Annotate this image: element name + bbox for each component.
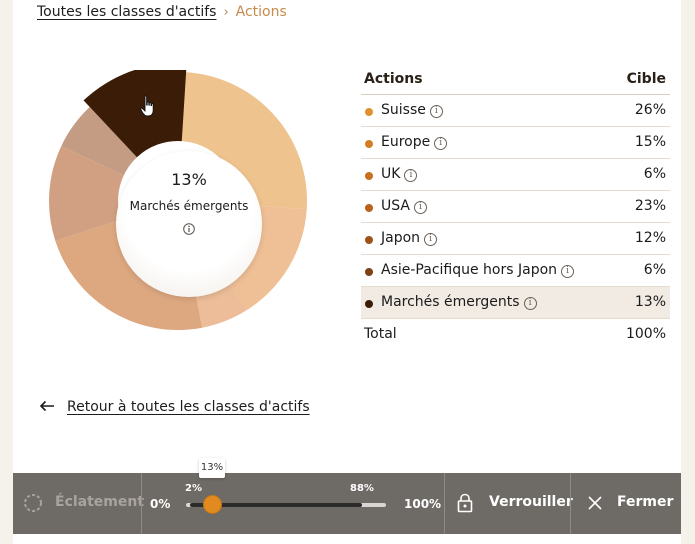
close-label: Fermer [617,494,674,510]
row-value: 6% [643,166,666,182]
row-label-text: USA [381,198,410,214]
row-label-text: Europe [381,134,431,150]
lock-label: Verrouiller [489,494,573,510]
slider-thumb[interactable] [203,496,221,513]
info-icon[interactable]: i [434,137,448,150]
breadcrumb-parent-link[interactable]: Toutes les classes d'actifs [37,4,217,20]
back-arrow-icon [39,396,57,415]
row-label: Marchés émergents i [381,294,537,310]
row-label-text: Suisse [381,102,426,118]
info-icon[interactable]: i [429,105,443,118]
table-row[interactable]: Europe i 15% [361,127,670,159]
legend-dot [365,172,373,180]
slider-allowed-range [190,503,362,507]
legend-dot [365,108,373,116]
breadcrumb: Toutes les classes d'actifs › Actions [37,4,287,20]
toolbar-divider [141,473,142,534]
row-label: UK i [381,166,418,182]
row-label: USA i [381,198,427,214]
row-value: 6% [643,262,666,278]
table-header: Actions Cible [361,66,670,95]
info-icon[interactable]: i [404,169,418,182]
donut-center: 13% Marchés émergents [116,151,262,297]
donut-segment-asie-pacifique-hors-japon[interactable] [61,106,137,176]
lock-icon [457,493,473,513]
row-value: 23% [634,198,666,214]
slider-range-high-label: 88% [350,483,374,494]
bottom-toolbar: Éclatement 0% 2% 88% 13% 100% Verrouille… [13,458,681,534]
row-label-text: Japon [381,230,421,246]
total-label: Total [364,326,397,342]
table-total-row: Total 100% [361,319,670,349]
slider-min-label: 0% [150,497,171,511]
close-button[interactable]: Fermer [571,473,681,534]
info-icon[interactable]: i [523,297,537,310]
row-label: Europe i [381,134,448,150]
table-row[interactable]: Asie-Pacifique hors Japon i 6% [361,255,670,287]
info-icon[interactable] [183,223,195,235]
lock-button[interactable]: Verrouiller [445,473,573,534]
close-icon [588,496,602,510]
slider-tooltip: 13% [199,458,225,478]
row-value: 26% [634,102,666,118]
row-label: Asie-Pacifique hors Japon i [381,262,575,278]
donut-segment-suisse[interactable] [178,72,307,210]
spinner-icon [24,494,42,512]
legend-dot [365,300,373,308]
table-header-target: Cible [626,71,666,87]
back-link-label: Retour à toutes les classes d'actifs [67,399,310,415]
donut-segment-march-s-mergents[interactable] [83,70,187,158]
donut-segment-usa[interactable] [55,219,203,330]
legend-dot [365,140,373,148]
table-row[interactable]: Suisse i 26% [361,95,670,127]
hand-cursor-icon [140,95,154,117]
row-label: Japon i [381,230,438,246]
info-icon[interactable]: i [413,201,427,214]
table-row[interactable]: USA i 23% [361,191,670,223]
donut-segment-japon[interactable] [48,146,124,241]
breadcrumb-current: Actions [235,4,287,20]
table-header-name: Actions [364,71,423,87]
slider-max-label: 100% [404,497,442,511]
slider-range-low-label: 2% [185,483,202,494]
weight-slider[interactable]: 0% 2% 88% 13% 100% [142,458,444,534]
donut-chart [48,70,307,330]
back-link[interactable]: Retour à toutes les classes d'actifs [39,396,310,415]
row-label-text: UK [381,166,401,182]
table-row[interactable]: Japon i 12% [361,223,670,255]
table-row[interactable]: Marchés émergents i 13% [361,287,670,319]
info-icon[interactable]: i [561,265,575,278]
row-value: 12% [634,230,666,246]
table-row[interactable]: UK i 6% [361,159,670,191]
breadcrumb-separator: › [223,5,229,20]
allocation-table: Actions Cible Suisse i 26% Europe i 15% UK i 6% U… [361,66,670,349]
row-label-text: Marchés émergents [381,294,520,310]
donut-center-label: Marchés émergents [129,199,249,213]
toolbar-divider [570,473,571,534]
row-label-text: Asie-Pacifique hors Japon [381,262,558,278]
total-value: 100% [625,326,666,342]
info-icon[interactable]: i [424,233,438,246]
donut-center-value: 13% [171,170,207,189]
row-value: 15% [634,134,666,150]
row-value: 13% [634,294,666,310]
legend-dot [365,204,373,212]
allocation-card: Toutes les classes d'actifs › Actions 13% … [13,0,681,544]
toolbar-divider [444,473,445,534]
row-label: Suisse i [381,102,443,118]
legend-dot [365,268,373,276]
legend-dot [365,236,373,244]
burst-button[interactable]: Éclatement [13,473,145,534]
burst-label: Éclatement [55,494,145,510]
